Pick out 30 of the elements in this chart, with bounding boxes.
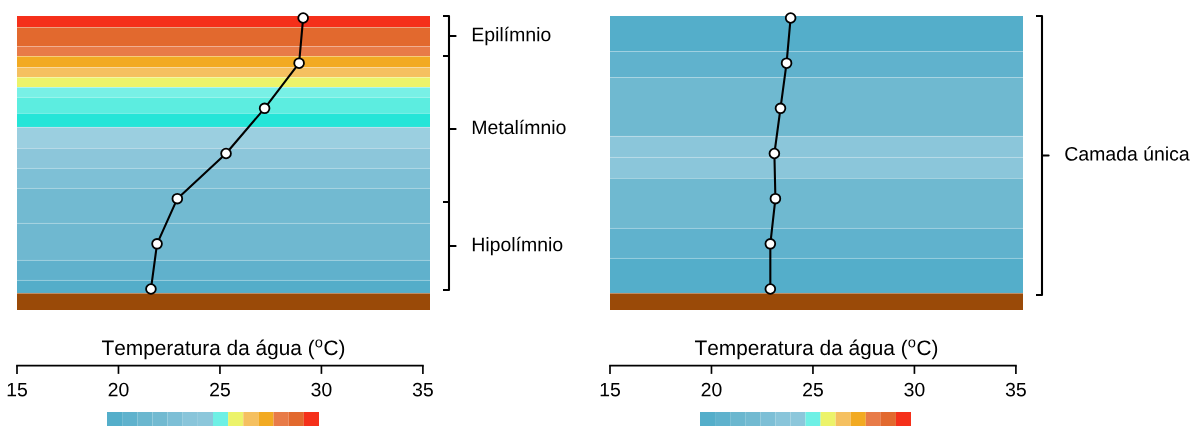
point xyxy=(774,102,787,115)
point xyxy=(764,283,777,295)
x-tick-label: 25 xyxy=(803,382,823,397)
point xyxy=(769,192,782,205)
x-tick-label: 35 xyxy=(412,382,433,397)
point xyxy=(764,238,777,250)
x-axis-title: Temperatura da água ($^{o}$C) xyxy=(694,339,938,360)
text: Metalímnio xyxy=(472,119,566,135)
x-tick-label: 35 xyxy=(1005,382,1026,397)
x-tick-label: 15 xyxy=(600,382,620,397)
point xyxy=(258,102,271,115)
point xyxy=(151,238,163,250)
point xyxy=(780,57,793,69)
point xyxy=(297,12,309,24)
point xyxy=(768,147,781,160)
x-tick-label: 20 xyxy=(108,382,129,397)
point xyxy=(784,12,797,24)
point xyxy=(145,283,157,295)
text: Epilímnio xyxy=(472,26,551,46)
x-tick-label: 30 xyxy=(904,382,925,397)
text: Hipolímnio xyxy=(472,236,563,256)
x-tick-label: 20 xyxy=(701,382,722,397)
x-tick-label: 15 xyxy=(7,382,27,397)
x-tick-label: 25 xyxy=(210,382,230,397)
x-axis-title: Temperatura da água ($^{o}$C) xyxy=(101,339,345,360)
point xyxy=(220,147,232,160)
x-tick-label: 30 xyxy=(311,382,332,397)
point xyxy=(171,192,184,205)
point xyxy=(293,57,305,69)
text: Camada única xyxy=(1065,146,1190,161)
